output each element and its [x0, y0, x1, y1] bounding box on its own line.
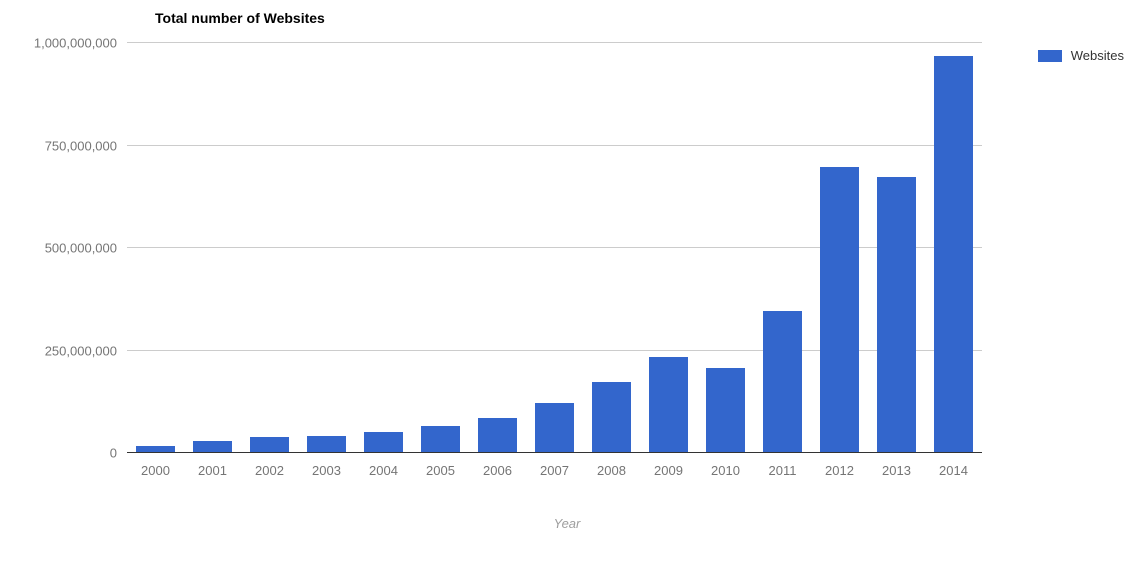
- x-tick-label: 2012: [825, 463, 854, 478]
- bar: [478, 418, 517, 453]
- bar-slot: 2000: [127, 43, 184, 453]
- x-tick-label: 2004: [369, 463, 398, 478]
- bar: [250, 437, 289, 453]
- bar-slot: 2010: [697, 43, 754, 453]
- bar-slot: 2004: [355, 43, 412, 453]
- legend-label: Websites: [1071, 48, 1124, 63]
- y-tick-label: 750,000,000: [45, 138, 117, 153]
- bars-group: 2000200120022003200420052006200720082009…: [127, 43, 982, 453]
- x-tick-label: 2014: [939, 463, 968, 478]
- bar: [934, 56, 973, 453]
- bar-slot: 2005: [412, 43, 469, 453]
- x-axis-label: Year: [554, 516, 581, 531]
- bar: [364, 432, 403, 453]
- x-tick-label: 2006: [483, 463, 512, 478]
- bar: [706, 368, 745, 453]
- bar: [877, 177, 916, 453]
- y-tick-label: 0: [110, 446, 117, 461]
- bar-slot: 2006: [469, 43, 526, 453]
- bar-slot: 2014: [925, 43, 982, 453]
- plot-area: 2000200120022003200420052006200720082009…: [127, 43, 982, 453]
- chart-title: Total number of Websites: [155, 10, 325, 26]
- x-tick-label: 2013: [882, 463, 911, 478]
- x-tick-label: 2008: [597, 463, 626, 478]
- legend: Websites: [1038, 48, 1124, 63]
- bar-slot: 2001: [184, 43, 241, 453]
- x-tick-label: 2010: [711, 463, 740, 478]
- bar-slot: 2007: [526, 43, 583, 453]
- bar: [763, 311, 802, 453]
- bar-slot: 2009: [640, 43, 697, 453]
- x-tick-label: 2011: [769, 463, 797, 478]
- x-tick-label: 2007: [540, 463, 569, 478]
- x-axis-baseline: [127, 452, 982, 453]
- bar-slot: 2012: [811, 43, 868, 453]
- y-tick-label: 250,000,000: [45, 343, 117, 358]
- bar-slot: 2013: [868, 43, 925, 453]
- bar: [820, 167, 859, 453]
- bar: [592, 382, 631, 453]
- y-tick-label: 1,000,000,000: [34, 36, 117, 51]
- x-tick-label: 2000: [141, 463, 170, 478]
- bar-slot: 2003: [298, 43, 355, 453]
- x-tick-label: 2001: [198, 463, 227, 478]
- legend-swatch: [1038, 50, 1062, 62]
- x-tick-label: 2009: [654, 463, 683, 478]
- x-tick-label: 2003: [312, 463, 341, 478]
- bar-slot: 2002: [241, 43, 298, 453]
- y-tick-label: 500,000,000: [45, 241, 117, 256]
- bar: [307, 436, 346, 453]
- bar: [649, 357, 688, 453]
- bar-slot: 2011: [754, 43, 811, 453]
- bar: [421, 426, 460, 453]
- chart-container: Total number of Websites 200020012002200…: [0, 0, 1134, 561]
- x-tick-label: 2002: [255, 463, 284, 478]
- bar-slot: 2008: [583, 43, 640, 453]
- x-tick-label: 2005: [426, 463, 455, 478]
- bar: [535, 403, 574, 453]
